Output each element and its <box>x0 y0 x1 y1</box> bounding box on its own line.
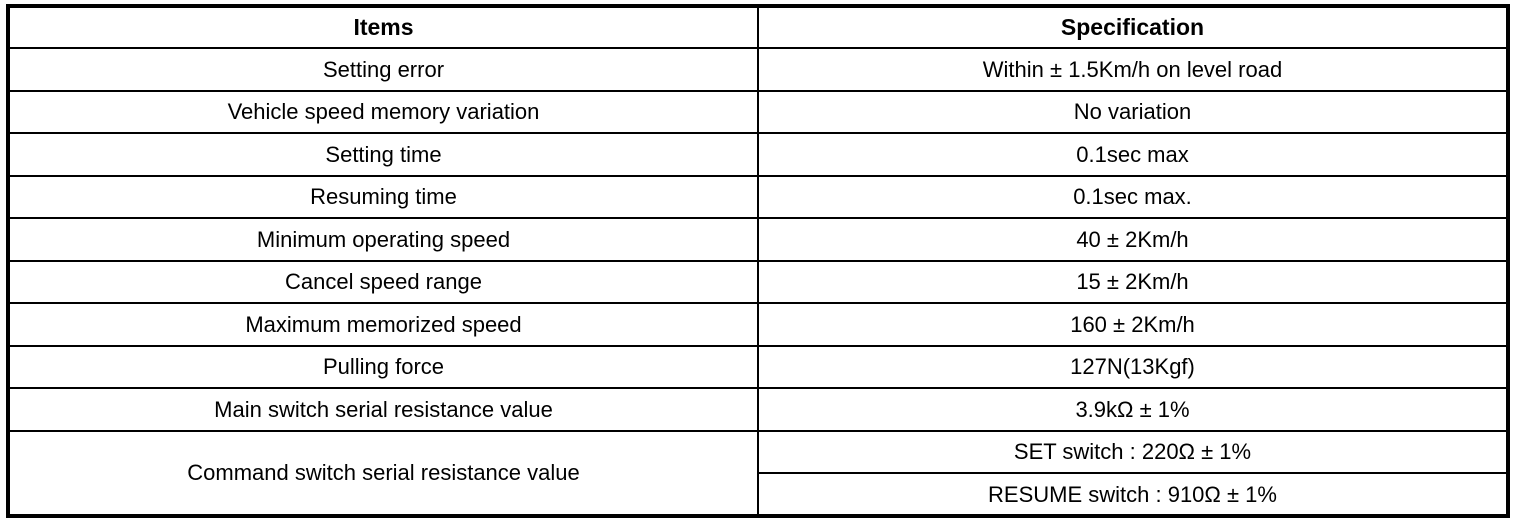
table-header-row: Items Specification <box>8 6 1508 49</box>
spec-cell: 0.1sec max. <box>757 174 1508 220</box>
table-row: Setting time 0.1sec max <box>8 132 1508 177</box>
item-cell: Vehicle speed memory variation <box>8 89 759 135</box>
table-row: Vehicle speed memory variation No variat… <box>8 89 1508 135</box>
table-row: Resuming time 0.1sec max. <box>8 174 1508 220</box>
table-body: Setting error Within ± 1.5Km/h on level … <box>8 47 1508 518</box>
spec-cell: 127N(13Kgf) <box>757 344 1508 390</box>
specification-table-container: Items Specification Setting error Within… <box>6 4 1510 518</box>
table-row: Minimum operating speed 40 ± 2Km/h <box>8 217 1508 262</box>
item-cell: Setting error <box>8 47 759 92</box>
spec-cell: RESUME switch : 910Ω ± 1% <box>758 472 1508 516</box>
spec-cell: Within ± 1.5Km/h on level road <box>757 47 1508 92</box>
item-cell: Minimum operating speed <box>8 217 759 262</box>
spec-cell: No variation <box>757 89 1508 135</box>
table-row: Setting error Within ± 1.5Km/h on level … <box>8 47 1508 92</box>
spec-cell: 160 ± 2Km/h <box>757 302 1508 347</box>
item-cell: Maximum memorized speed <box>8 302 759 347</box>
table-header: Items Specification <box>8 6 1508 49</box>
table-row: Maximum memorized speed 160 ± 2Km/h <box>8 302 1508 347</box>
column-header-specification: Specification <box>757 6 1508 49</box>
item-cell: Setting time <box>8 132 759 177</box>
specification-table: Items Specification Setting error Within… <box>6 4 1510 518</box>
table-row: Main switch serial resistance value 3.9k… <box>8 387 1508 432</box>
spec-cell: 0.1sec max <box>757 132 1508 177</box>
spec-cell: 40 ± 2Km/h <box>757 217 1508 262</box>
spec-cell: SET switch : 220Ω ± 1% <box>757 429 1508 475</box>
item-cell-merged: Command switch serial resistance value <box>8 429 759 518</box>
table-row: Command switch serial resistance value S… <box>8 429 1508 518</box>
item-cell: Pulling force <box>8 344 759 390</box>
item-cell: Main switch serial resistance value <box>8 387 759 432</box>
table-row: Pulling force 127N(13Kgf) <box>8 344 1508 390</box>
item-cell: Cancel speed range <box>8 259 759 305</box>
column-header-items: Items <box>8 6 759 49</box>
table-row: RESUME switch : 910Ω ± 1% <box>8 472 1508 516</box>
item-cell: Resuming time <box>8 174 759 220</box>
spec-cell: 3.9kΩ ± 1% <box>757 387 1508 432</box>
table-row: Cancel speed range 15 ± 2Km/h <box>8 259 1508 305</box>
spec-cell: 15 ± 2Km/h <box>757 259 1508 305</box>
